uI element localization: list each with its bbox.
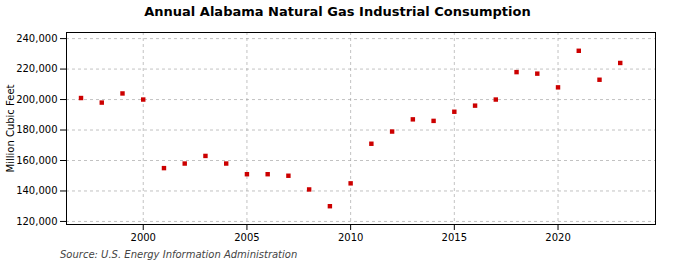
svg-text:140,000: 140,000 [16,185,57,196]
svg-text:2020: 2020 [545,232,570,243]
svg-text:2000: 2000 [131,232,156,243]
svg-text:180,000: 180,000 [16,124,57,135]
svg-text:2005: 2005 [234,232,259,243]
svg-text:160,000: 160,000 [16,155,57,166]
svg-text:2015: 2015 [442,232,467,243]
html-text:Source: U.S. Energy Informatio: Source: U.S. Energy Information Administ… [60,249,298,260]
svg-text:220,000: 220,000 [16,63,57,74]
svg-text:120,000: 120,000 [16,216,57,227]
svg-text:2010: 2010 [338,232,363,243]
svg-text:240,000: 240,000 [16,33,57,44]
html-text:Annual Alabama Natural Gas Ind: Annual Alabama Natural Gas Industrial Co… [144,4,531,19]
svg-text:Million Cubic Feet: Million Cubic Feet [5,84,16,172]
svg-text:200,000: 200,000 [16,94,57,105]
